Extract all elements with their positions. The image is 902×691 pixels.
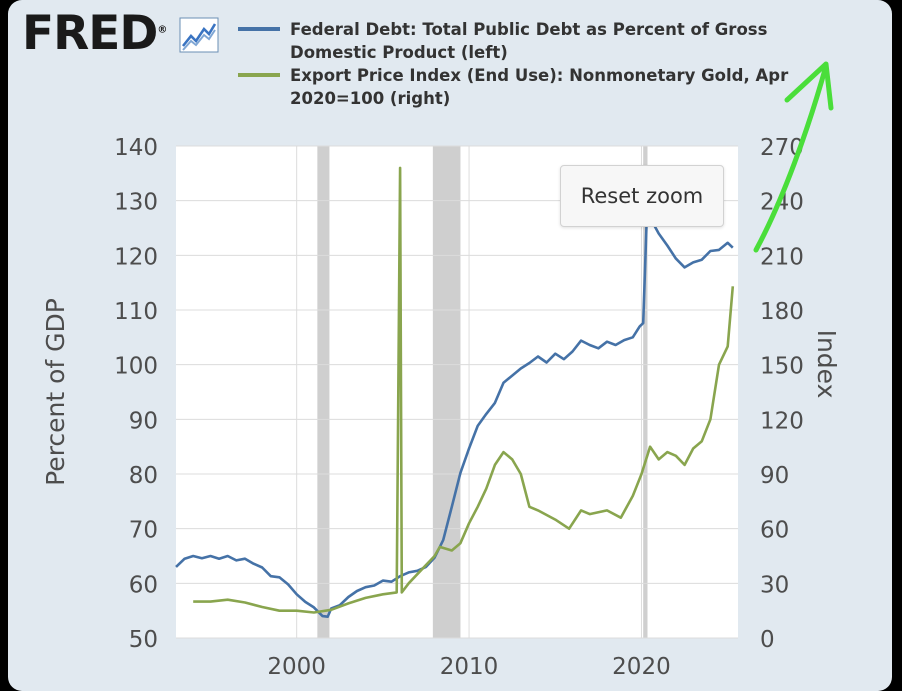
logo-mark: ®	[157, 24, 167, 36]
chart-line-icon	[179, 17, 219, 53]
y-left-tick-label: 80	[129, 463, 158, 489]
recession-band	[432, 146, 461, 638]
y-left-axis-title: Percent of GDP	[41, 298, 70, 486]
x-tick-label: 2010	[440, 654, 499, 680]
grid-lines	[176, 145, 738, 639]
y-left-tick-label: 70	[129, 518, 158, 544]
y-right-tick-label: 120	[760, 408, 804, 434]
y-right-tick-label: 30	[760, 572, 789, 598]
arrow-annotation-icon	[753, 63, 829, 253]
legend-item-debt[interactable]: Federal Debt: Total Public Debt as Perce…	[238, 18, 830, 64]
y-right-tick-label: 210	[760, 244, 804, 270]
legend-label-gold: Export Price Index (End Use): Nonmonetar…	[290, 66, 789, 108]
y-left-tick-label: 140	[114, 135, 158, 161]
y-left-tick-label: 90	[129, 408, 158, 434]
y-right-tick-label: 60	[760, 518, 789, 544]
y-left-tick-label: 50	[129, 627, 158, 653]
y-right-tick-label: 90	[760, 463, 789, 489]
series-line-gold-index[interactable]	[193, 166, 735, 614]
y-left-tick-label: 110	[114, 299, 158, 325]
fred-logo[interactable]: FRED®	[22, 10, 167, 57]
x-tick-label: 2000	[267, 654, 326, 680]
y-left-tick-label: 120	[114, 244, 158, 270]
logo-text: FRED	[22, 6, 158, 61]
recession-band	[643, 146, 648, 638]
y-right-tick-label: 150	[760, 354, 804, 380]
y-right-axis-title: Index	[812, 330, 841, 399]
legend-label-debt: Federal Debt: Total Public Debt as Perce…	[290, 20, 768, 62]
recession-bands	[317, 146, 648, 638]
chart-svg: 50 60 70 80 90 100 110 120 130 140 2000 2010 2020 0 30…	[41, 61, 841, 680]
axis-labels: 50 60 70 80 90 100 110 120 130 140 2000 2010 2020 0 30…	[41, 135, 841, 680]
legend-swatch-debt	[238, 27, 280, 31]
recession-band	[317, 146, 330, 638]
y-left-tick-label: 60	[129, 572, 158, 598]
y-right-tick-label: 180	[760, 299, 804, 325]
arrow-annotation-head	[784, 61, 834, 111]
series-line-federal-debt[interactable]	[175, 219, 734, 619]
legend-item-gold[interactable]: Export Price Index (End Use): Nonmonetar…	[238, 64, 830, 110]
y-left-tick-label: 100	[114, 354, 158, 380]
reset-zoom-button[interactable]: Reset zoom	[560, 165, 724, 227]
y-left-tick-label: 130	[114, 190, 158, 216]
chart-panel: FRED® Federal Debt: Total Public Debt as…	[8, 0, 892, 691]
series-lines	[175, 166, 735, 619]
x-tick-label: 2020	[612, 654, 671, 680]
legend: Federal Debt: Total Public Debt as Perce…	[238, 18, 830, 110]
y-right-tick-label: 0	[760, 627, 775, 653]
legend-swatch-gold	[238, 73, 280, 77]
